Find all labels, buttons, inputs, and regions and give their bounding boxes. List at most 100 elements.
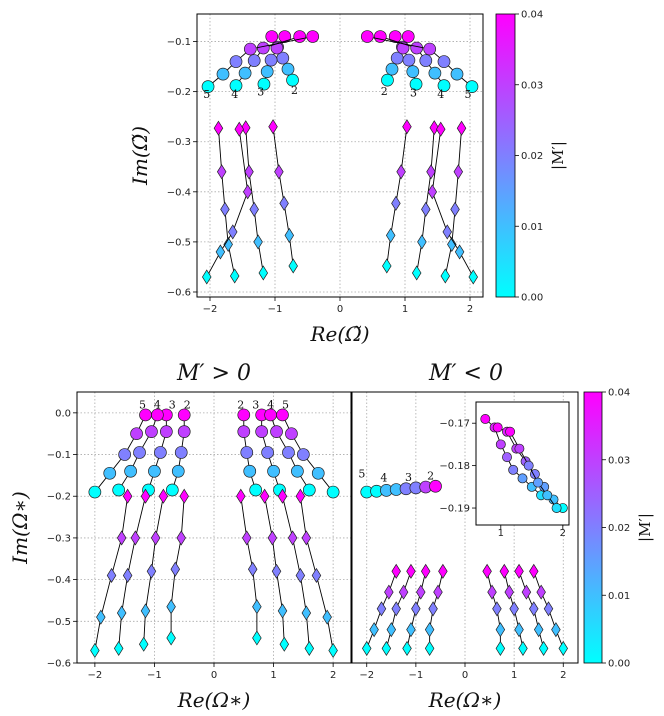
data-point-diamond [122, 488, 133, 504]
data-point-circle [174, 446, 188, 459]
x-tick-label: 2 [330, 670, 336, 681]
data-point-diamond [440, 268, 451, 284]
data-point-diamond [322, 609, 332, 625]
panel-top: 5 4 3 2 2 3 4 5 −2 −1 0 1 2 −0.1 −0.2 −0.3 −0.4 −0.5 −0.6 R… [128, 13, 484, 346]
data-point-diamond [242, 184, 253, 200]
data-point-circle [551, 503, 562, 513]
panel-inset: 1 2 −0.17 −0.18 −0.19 [439, 401, 570, 539]
colorbar-label: |M′| [549, 141, 567, 170]
data-point-circle [306, 30, 320, 43]
data-point-diamond [381, 640, 392, 656]
data-point-diamond [447, 236, 457, 252]
y-axis-label: Im(Ω̃) [128, 126, 152, 186]
mode-label: 3 [405, 471, 412, 484]
panel-bottom-left: 5 4 3 2 2 3 4 5−2 −1 0 1 20.0−0.1−0.2−0.3−0.4−0.5−0… [8, 361, 352, 712]
colorbar-gradient [495, 13, 516, 298]
data-point-circle [255, 425, 269, 438]
data-point-diamond [362, 640, 372, 656]
data-point-diamond [242, 530, 252, 546]
colorbar-tick-label: 0.02 [521, 151, 543, 162]
data-point-diamond [328, 642, 338, 659]
data-point-circle [410, 41, 424, 55]
data-point-diamond [416, 584, 426, 600]
data-point-diamond [116, 530, 127, 546]
data-point-diamond [543, 601, 554, 617]
data-point-diamond [295, 488, 306, 504]
data-point-circle [139, 408, 152, 422]
data-point-circle [133, 446, 146, 459]
x-tick-label: −1 [268, 304, 283, 315]
x-axis-label: Re(Ω∗) [177, 688, 251, 712]
data-point-diamond [241, 120, 251, 136]
colorbar-tick-label: 0.02 [608, 523, 630, 534]
data-point-circle [406, 65, 420, 78]
x-tick-label: −1 [147, 670, 162, 681]
colorbar-cb-bottom: 0.00 0.01 0.02 0.03 0.04 |M′| [583, 388, 654, 670]
colorbar-cb-top: 0.00 0.01 0.02 0.03 0.04 |M′| [495, 10, 567, 304]
mode-label: 4 [437, 88, 444, 101]
data-point-circle [256, 41, 270, 55]
x-tick-label: 2 [560, 670, 566, 681]
y-tick-label: −0.5 [47, 617, 71, 628]
data-point-diamond [369, 622, 379, 638]
data-point-circle [130, 427, 143, 441]
data-point-diamond [518, 640, 528, 656]
x-tick-label: −2 [359, 670, 374, 681]
data-point-circle [159, 425, 173, 438]
colorbar-tick-label: 0.04 [608, 388, 630, 399]
x-tick-label: −2 [87, 670, 102, 681]
mode-label: 2 [237, 399, 244, 412]
data-point-diamond [150, 530, 161, 546]
data-point-diamond [499, 563, 510, 579]
y-tick-label: −0.4 [47, 575, 71, 586]
data-point-diamond [482, 563, 492, 579]
data-point-circle [514, 443, 525, 454]
data-point-diamond [158, 488, 169, 504]
data-point-diamond [421, 201, 431, 217]
data-point-diamond [106, 567, 117, 584]
data-point-circle [229, 79, 243, 92]
data-point-diamond [427, 184, 438, 200]
data-point-diamond [436, 121, 446, 137]
mode-label: 4 [267, 399, 274, 412]
data-point-circle [465, 80, 479, 93]
data-point-circle [505, 426, 516, 437]
mode-label: 4 [154, 399, 161, 412]
data-point-diamond [288, 258, 298, 274]
data-point-diamond [411, 601, 421, 617]
data-point-diamond [271, 563, 282, 579]
data-point-circle [124, 464, 137, 478]
data-point-circle [429, 479, 442, 493]
data-point-diamond [170, 561, 181, 577]
data-point-diamond [509, 601, 519, 617]
data-point-circle [247, 54, 261, 67]
data-point-diamond [166, 630, 176, 646]
data-point-diamond [179, 488, 189, 504]
data-point-diamond [406, 622, 416, 638]
data-point-diamond [492, 601, 502, 617]
axes-frame [475, 401, 570, 526]
data-point-diamond [433, 584, 443, 600]
data-point-diamond [216, 164, 227, 180]
data-point-diamond [456, 120, 467, 136]
data-point-diamond [213, 120, 224, 136]
mode-label: 3 [257, 86, 264, 99]
data-point-diamond [96, 609, 106, 625]
data-point-diamond [420, 563, 431, 579]
data-point-circle [145, 425, 158, 438]
y-tick-label: −0.1 [47, 450, 71, 461]
data-point-diamond [304, 640, 315, 656]
y-tick-label: −0.1 [167, 37, 191, 48]
data-point-circle [495, 439, 506, 450]
colorbar-tick-label: 0.01 [521, 222, 543, 233]
data-point-circle [286, 73, 299, 87]
data-point-diamond [426, 164, 436, 180]
x-tick-label: 2 [467, 304, 473, 315]
data-point-circle [216, 67, 230, 81]
colorbar-tick-label: 0.00 [521, 293, 543, 304]
data-point-diamond [116, 605, 127, 621]
data-point-circle [517, 473, 528, 484]
data-point-circle [419, 54, 433, 67]
data-point-diamond [468, 269, 478, 285]
data-point-diamond [386, 622, 397, 638]
